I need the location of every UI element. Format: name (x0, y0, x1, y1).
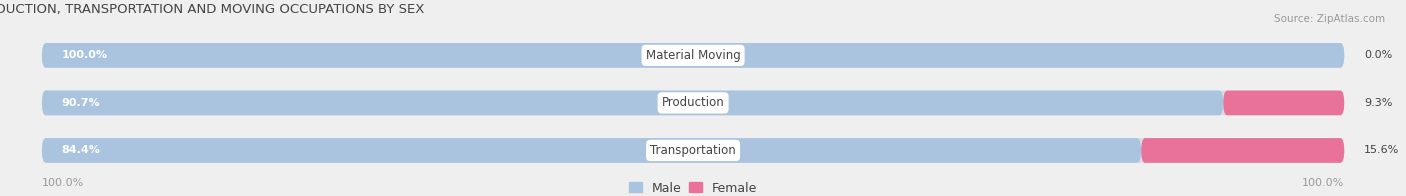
FancyBboxPatch shape (42, 91, 1344, 115)
FancyBboxPatch shape (42, 43, 1344, 68)
FancyBboxPatch shape (1223, 91, 1344, 115)
Text: Production: Production (662, 96, 724, 109)
Text: 100.0%: 100.0% (1302, 178, 1344, 188)
FancyBboxPatch shape (1142, 138, 1344, 163)
Text: 9.3%: 9.3% (1364, 98, 1392, 108)
Text: Transportation: Transportation (650, 144, 735, 157)
Text: Material Moving: Material Moving (645, 49, 741, 62)
Text: 84.4%: 84.4% (62, 145, 100, 155)
FancyBboxPatch shape (42, 91, 1223, 115)
FancyBboxPatch shape (42, 138, 1344, 163)
Text: 0.0%: 0.0% (1364, 50, 1392, 60)
Text: PRODUCTION, TRANSPORTATION AND MOVING OCCUPATIONS BY SEX: PRODUCTION, TRANSPORTATION AND MOVING OC… (0, 3, 425, 16)
Legend: Male, Female: Male, Female (630, 181, 756, 194)
Text: 100.0%: 100.0% (62, 50, 107, 60)
Text: 15.6%: 15.6% (1364, 145, 1399, 155)
FancyBboxPatch shape (42, 43, 1344, 68)
Text: 100.0%: 100.0% (42, 178, 84, 188)
FancyBboxPatch shape (42, 138, 1142, 163)
Text: 90.7%: 90.7% (62, 98, 100, 108)
Text: Source: ZipAtlas.com: Source: ZipAtlas.com (1274, 14, 1385, 24)
